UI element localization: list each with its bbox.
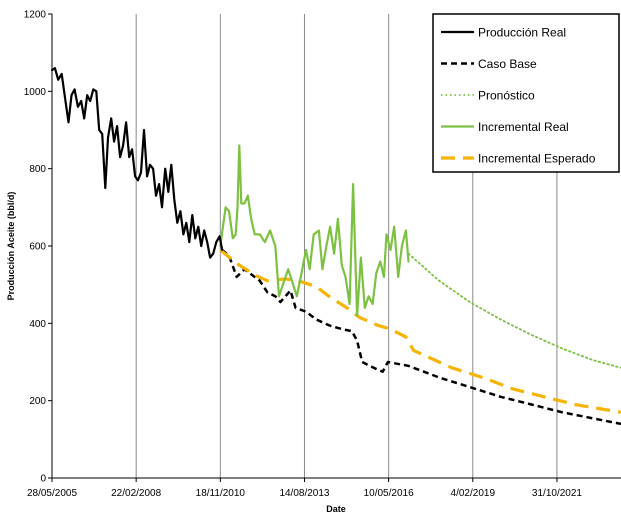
series-line-incremental-real [219,144,410,317]
series-line-pron-stico [407,252,621,369]
series-line-producci-n-real [50,66,224,259]
x-tick-label: 31/10/2021 [532,488,582,499]
series-lines [50,66,621,426]
x-tick-label: 10/05/2016 [364,488,414,499]
y-tick-label: 800 [29,164,46,175]
y-tick-label: 1000 [24,87,47,98]
y-axis-ticks: 0 200 400 600 800 1000 1200 [24,10,52,485]
x-tick-label: 18/11/2010 [196,488,246,499]
y-tick-label: 0 [40,474,46,485]
y-tick-label: 1200 [24,10,47,21]
legend-label: Incremental Esperado [478,152,596,166]
x-tick-label: 14/08/2013 [279,488,329,499]
series-line-incremental-esperado [219,248,621,414]
x-tick-label: 28/05/2005 [27,488,77,499]
legend-label: Producción Real [478,26,566,40]
y-tick-label: 600 [29,242,46,253]
x-tick-label: 22/02/2008 [111,488,161,499]
y-axis-label: Producción Aceite (bbl/d) [6,192,16,301]
legend-label: Caso Base [478,57,537,71]
y-tick-label: 400 [29,319,46,330]
legend-box [432,13,620,173]
series-line-caso-base [221,248,621,426]
y-tick-label: 200 [29,396,46,407]
x-axis-ticks: 28/05/2005 22/02/2008 18/11/2010 14/08/2013… [27,478,582,499]
legend: Producción Real Caso Base Pronóstico Increm… [432,13,620,173]
legend-label: Pronóstico [478,89,535,103]
x-axis-label: Date [326,504,346,514]
x-tick-label: 4/02/2019 [451,488,496,499]
legend-label: Incremental Real [478,120,569,134]
